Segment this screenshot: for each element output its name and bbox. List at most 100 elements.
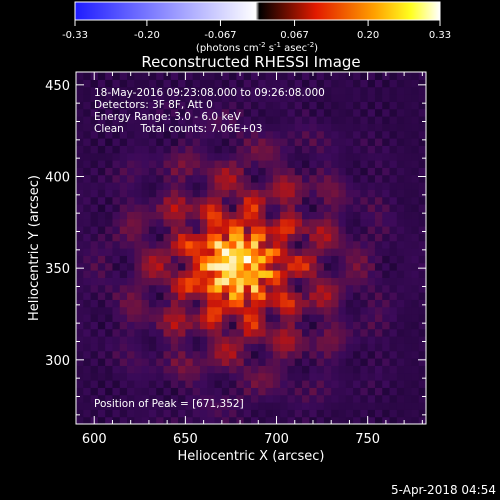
heatmap-cell bbox=[360, 152, 369, 161]
x-axis-title: Heliocentric X (arcsec) bbox=[178, 449, 325, 464]
heatmap-cell bbox=[214, 387, 223, 396]
heatmap-cell bbox=[316, 262, 325, 271]
heatmap-cell bbox=[367, 292, 376, 300]
heatmap-cell bbox=[192, 270, 201, 278]
heatmap-cell bbox=[272, 387, 281, 396]
heatmap-cell bbox=[163, 292, 172, 300]
heatmap-cell bbox=[83, 116, 92, 124]
heatmap-cell bbox=[287, 277, 296, 286]
heatmap-cell bbox=[258, 262, 267, 271]
heatmap-cell bbox=[323, 108, 332, 117]
heatmap-cell bbox=[97, 130, 106, 139]
heatmap-cell bbox=[127, 306, 135, 315]
heatmap-cell bbox=[97, 402, 106, 410]
heatmap-cell bbox=[148, 306, 157, 315]
heatmap-cell bbox=[316, 145, 325, 154]
heatmap-cell bbox=[265, 218, 274, 227]
heatmap-cell bbox=[367, 343, 376, 352]
heatmap-cell bbox=[243, 196, 252, 205]
heatmap-cell bbox=[192, 314, 201, 322]
heatmap-cell bbox=[265, 380, 274, 388]
heatmap-cell bbox=[338, 138, 347, 146]
heatmap-cell bbox=[236, 94, 245, 102]
heatmap-cell bbox=[170, 196, 179, 205]
heatmap-cell bbox=[214, 138, 223, 146]
heatmap-cell bbox=[258, 152, 267, 161]
heatmap-cell bbox=[258, 86, 267, 95]
heatmap-cell bbox=[396, 101, 405, 110]
heatmap-cell bbox=[353, 108, 361, 117]
heatmap-cell bbox=[345, 321, 354, 330]
heatmap-cell bbox=[404, 72, 413, 80]
heatmap-cell bbox=[353, 402, 361, 410]
heatmap-cell bbox=[214, 94, 223, 102]
heatmap-cell bbox=[148, 233, 157, 242]
heatmap-cell bbox=[353, 138, 361, 146]
heatmap-cell bbox=[156, 350, 165, 359]
heatmap-cell bbox=[207, 226, 216, 234]
heatmap-cell bbox=[170, 160, 179, 168]
heatmap-cell bbox=[127, 380, 135, 388]
heatmap-cell bbox=[236, 394, 245, 403]
heatmap-cell bbox=[251, 336, 259, 344]
heatmap-cell bbox=[367, 167, 376, 176]
heatmap-cell bbox=[404, 394, 413, 403]
heatmap-cell bbox=[294, 145, 303, 154]
heatmap-cell bbox=[90, 101, 99, 110]
heatmap-cell bbox=[258, 145, 267, 154]
heatmap-cell bbox=[374, 116, 383, 124]
heatmap-cell bbox=[76, 218, 84, 227]
heatmap-cell bbox=[331, 123, 340, 132]
heatmap-cell bbox=[345, 402, 354, 410]
heatmap-cell bbox=[192, 72, 201, 80]
heatmap-cell bbox=[148, 402, 157, 410]
heatmap-cell bbox=[353, 152, 361, 161]
heatmap-cell bbox=[221, 204, 230, 212]
heatmap-cell bbox=[265, 394, 274, 403]
heatmap-cell bbox=[258, 226, 267, 234]
heatmap-cell bbox=[192, 372, 201, 381]
heatmap-cell bbox=[148, 72, 157, 80]
heatmap-cell bbox=[272, 394, 281, 403]
heatmap-cell bbox=[97, 262, 106, 271]
heatmap-cell bbox=[236, 358, 245, 366]
heatmap-cell bbox=[83, 138, 92, 146]
heatmap-cell bbox=[170, 262, 179, 271]
heatmap-cell bbox=[367, 365, 376, 374]
heatmap-cell bbox=[367, 372, 376, 381]
heatmap-cell bbox=[97, 292, 106, 300]
heatmap-cell bbox=[280, 182, 289, 190]
heatmap-cell bbox=[178, 314, 186, 322]
heatmap-cell bbox=[360, 101, 369, 110]
heatmap-cell bbox=[148, 204, 157, 212]
heatmap-cell bbox=[258, 409, 267, 418]
heatmap-cell bbox=[229, 174, 238, 183]
heatmap-cell bbox=[360, 343, 369, 352]
heatmap-cell bbox=[243, 387, 252, 396]
heatmap-cell bbox=[112, 116, 121, 124]
heatmap-cell bbox=[105, 350, 114, 359]
heatmap-cell bbox=[382, 292, 391, 300]
heatmap-cell bbox=[148, 145, 157, 154]
heatmap-cell bbox=[214, 160, 223, 168]
heatmap-cell bbox=[134, 79, 143, 88]
heatmap-cell bbox=[199, 306, 208, 315]
heatmap-cell bbox=[323, 255, 332, 264]
heatmap-cell bbox=[316, 299, 325, 308]
heatmap-cell bbox=[148, 365, 157, 374]
heatmap-cell bbox=[338, 182, 347, 190]
heatmap-cell bbox=[156, 372, 165, 381]
heatmap-cell bbox=[360, 174, 369, 183]
heatmap-cell bbox=[345, 204, 354, 212]
heatmap-cell bbox=[382, 365, 391, 374]
heatmap-cell bbox=[221, 365, 230, 374]
heatmap-cell bbox=[294, 299, 303, 308]
heatmap-cell bbox=[331, 233, 340, 242]
heatmap-cell bbox=[418, 123, 426, 132]
heatmap-cell bbox=[294, 321, 303, 330]
heatmap-cell bbox=[76, 394, 84, 403]
heatmap-cell bbox=[345, 182, 354, 190]
heatmap-cell bbox=[141, 167, 150, 176]
heatmap-cell bbox=[302, 350, 310, 359]
heatmap-cell bbox=[287, 394, 296, 403]
